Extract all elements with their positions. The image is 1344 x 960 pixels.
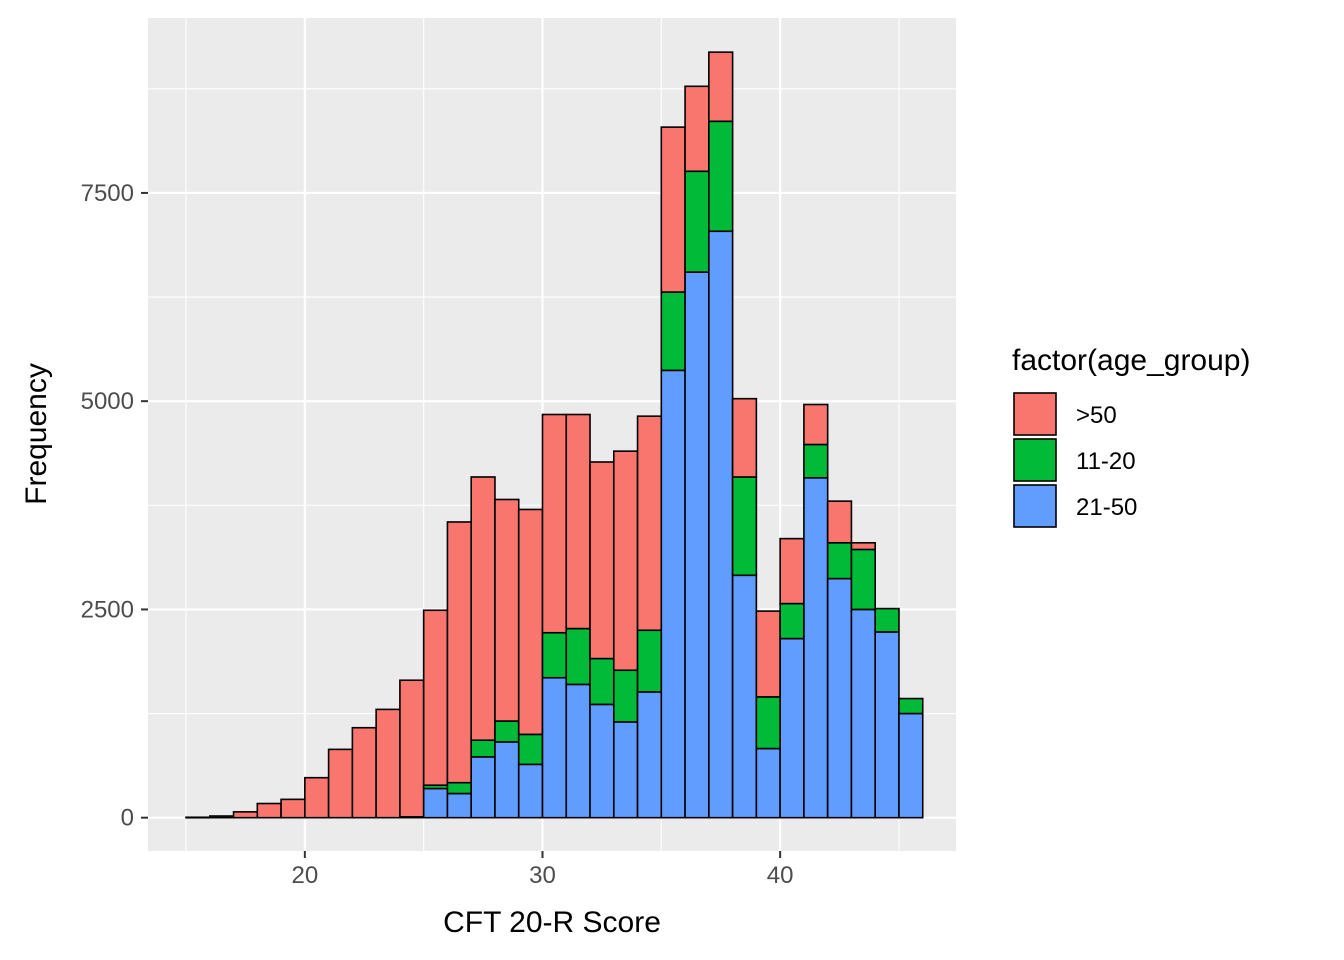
bar-segment [803,443,829,479]
bar-segment [185,816,211,819]
y-axis-ticks: 0 2500 5000 7500 [81,180,148,832]
bar-segment [850,548,877,611]
bar-segment [755,610,781,698]
bar-segment [446,781,473,795]
bar-segment [280,798,306,819]
x-axis-ticks: 20 30 40 [291,851,793,889]
bar-segment [232,811,259,819]
bar-segment [494,741,520,819]
legend-label: >50 [1076,402,1117,429]
bar-segment [517,733,544,766]
bar-segment [565,627,591,686]
bar-segment [422,787,449,819]
bar-segment [826,541,853,580]
x-tick-label: 30 [529,862,556,889]
bar-segment [470,476,496,742]
bar-segment [589,657,615,706]
bar-segment [256,802,282,819]
bar-segment [731,397,758,478]
legend-key [1013,484,1057,528]
bar-segment [589,461,615,660]
bar-segment [826,500,853,544]
bar-segment [541,631,568,679]
bar-segment [684,170,710,273]
legend-label: 11-20 [1076,448,1136,475]
bar-segment [826,577,853,819]
bar-segment [874,607,900,633]
bar-segment [660,369,686,819]
bar-segment [660,126,686,293]
bar-segment [708,120,734,233]
bar-segment [327,748,354,819]
legend-title: factor(age_group) [1012,344,1250,377]
bar-segment [898,712,924,819]
y-tick-label: 5000 [81,388,134,415]
bar-segment [779,537,805,605]
x-tick-label: 40 [767,862,794,889]
bar-segment [731,574,758,819]
bar-segment [494,498,520,722]
x-axis-title: CFT 20-R Score [443,906,661,939]
bar-segment [755,747,781,819]
bar-segment [612,669,639,723]
bar-segment [517,763,544,819]
bar-segment [304,776,330,819]
bar-segment [684,271,710,819]
bar-segment [422,609,449,786]
y-axis-title: Frequency [20,363,53,505]
bar-segment [470,739,496,758]
bar-segment [684,85,710,173]
bar-segment [898,697,924,715]
legend-label: 21-50 [1076,494,1137,521]
legend-key [1013,392,1057,436]
bar-segment [470,756,496,819]
bar-segment [708,51,734,123]
bar-segment [755,696,781,750]
bar-segment [541,676,568,819]
bar-segment [612,721,639,819]
bar-segment [446,792,473,819]
bar-segment [589,703,615,819]
bar-segment [636,415,663,632]
y-tick-label: 2500 [81,596,134,623]
legend: factor(age_group) >50 11-20 21-50 [1012,344,1250,528]
bar-segment [208,815,235,819]
bar-segment [850,608,877,819]
x-tick-label: 20 [291,862,318,889]
bar-segment [779,637,805,819]
bar-segment [803,403,829,446]
y-tick-label: 0 [121,805,134,832]
bar-segment [399,679,425,818]
bar-segment [565,413,591,630]
bar-segment [541,413,568,634]
bar-segment [517,508,544,736]
bar-segment [375,708,401,819]
bar-segment [874,631,900,819]
bar-segment [612,450,639,672]
bar-segment [708,230,734,819]
y-tick-label: 7500 [81,180,134,207]
bar-segment [636,629,663,693]
legend-key [1013,438,1057,482]
bar-segment [494,720,520,743]
bar-segment [660,291,686,372]
bar-segment [351,726,377,819]
bar-segment [446,521,473,784]
bar-segment [565,683,591,819]
bar-segment [636,691,663,819]
bar-segment [850,541,877,551]
bar-segment [803,477,829,819]
bar-segment [779,602,805,640]
bar-segment [731,476,758,577]
bars [185,51,924,819]
